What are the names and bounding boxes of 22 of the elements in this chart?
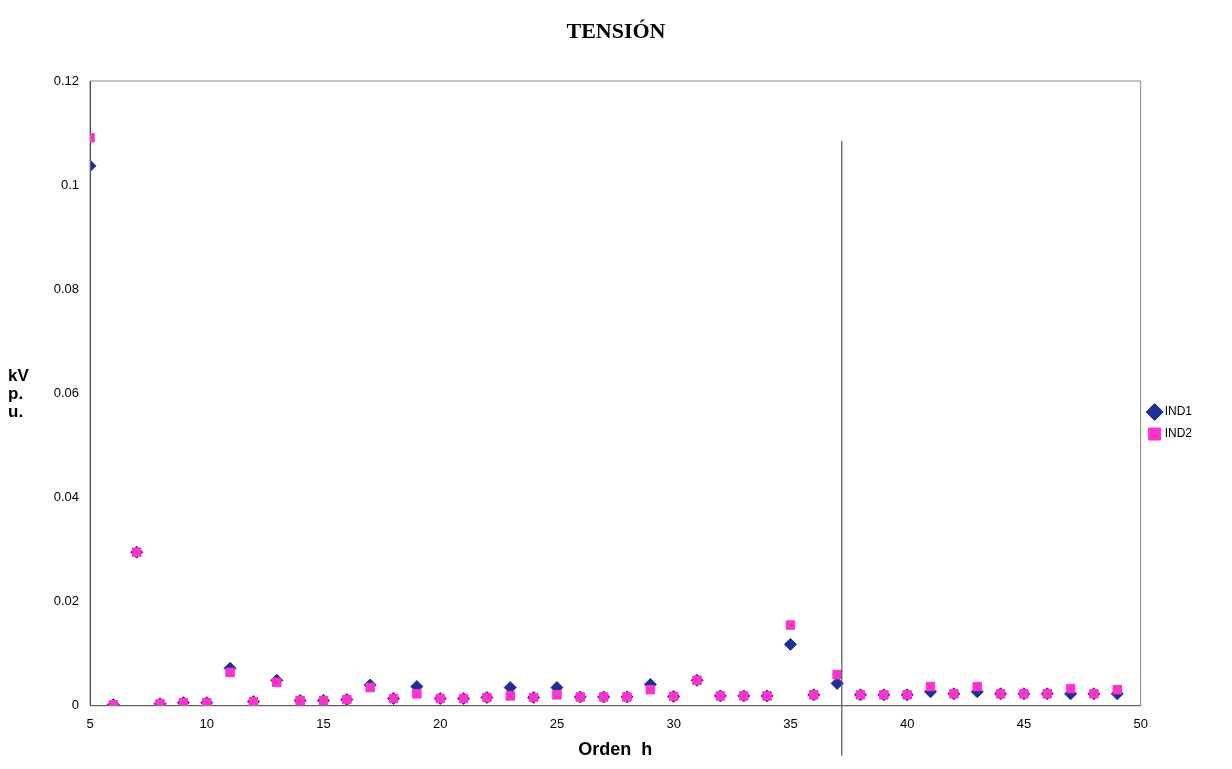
y-tick-label: 0.12 [53, 72, 79, 88]
x-tick-label: 30 [666, 716, 681, 732]
y-tick-label: 0.1 [60, 176, 79, 192]
legend-label: IND1 [1164, 404, 1193, 419]
x-tick-label: 25 [549, 716, 565, 732]
y-tick-label: 0.02 [53, 593, 79, 609]
x-axis-title: Orden h [578, 739, 653, 760]
legend-label: IND2 [1164, 426, 1193, 441]
x-tick-label: 40 [899, 716, 915, 732]
x-tick-label: 45 [1016, 716, 1032, 732]
chart-title: TENSIÓN [565, 18, 667, 44]
y-axis-title: kV p. u. [8, 366, 30, 422]
y-tick-label: 0 [71, 697, 79, 713]
x-tick-label: 50 [1133, 716, 1148, 732]
y-tick-label: 0.06 [53, 384, 79, 400]
y-tick-label: 0.08 [53, 280, 79, 296]
x-tick-label: 20 [432, 716, 448, 732]
x-tick-label: 35 [783, 716, 798, 732]
x-tick-label: 15 [316, 716, 331, 732]
x-tick-label: 10 [199, 716, 214, 732]
x-tick-label: 5 [86, 716, 94, 732]
y-tick-label: 0.04 [53, 489, 79, 505]
